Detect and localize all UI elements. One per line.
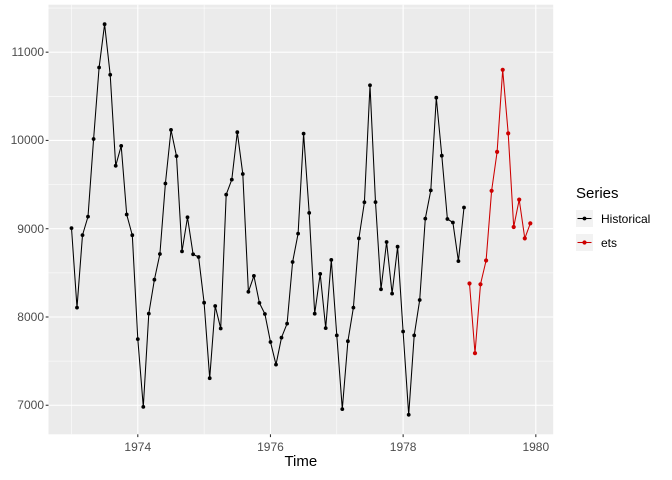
x-tick-label: 1976 (257, 439, 284, 454)
legend-item-ets: ets (576, 234, 650, 251)
y-tick-label: 8000 (17, 309, 44, 324)
legend: Series Historical ets (576, 185, 650, 258)
legend-item-label: Historical (601, 211, 651, 226)
y-tick-label: 7000 (17, 398, 44, 413)
y-tick-label: 10000 (10, 133, 44, 148)
x-tick-label: 1974 (124, 439, 152, 454)
y-tick-label: 11000 (11, 45, 44, 60)
legend-title: Series (576, 185, 619, 202)
x-tick-label: 1980 (522, 439, 550, 454)
y-tick-label: 9000 (17, 221, 44, 236)
x-tick-label: 1978 (389, 439, 417, 454)
legend-item-historical: Historical (576, 210, 650, 227)
x-axis-title: Time (284, 453, 318, 470)
line-point-key-icon (576, 234, 593, 251)
line-point-key-icon (576, 210, 593, 227)
legend-item-label: ets (601, 235, 618, 250)
